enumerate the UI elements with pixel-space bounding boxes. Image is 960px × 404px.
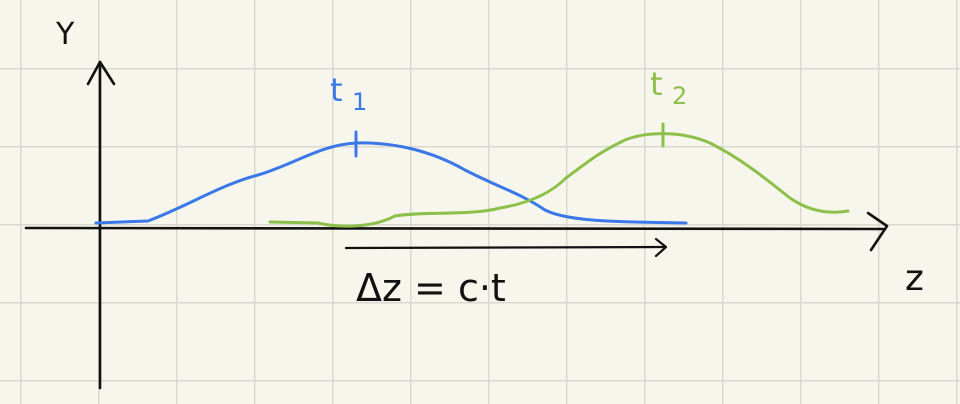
label-t2-sub: 2 [672, 82, 687, 110]
y-axis-label: Y [55, 17, 75, 52]
z-axis-arrowhead [866, 211, 889, 252]
pulse-t1-curve [94, 141, 688, 225]
label-t1-main: t [330, 71, 343, 109]
shift-arrow-line [344, 245, 667, 250]
z-axis [24, 226, 885, 231]
y-axis-arrowhead [86, 60, 116, 86]
axes [24, 60, 889, 390]
shift-arrow-head [654, 237, 668, 258]
label-t2-main: t [650, 65, 663, 103]
shift-label: Δz = c·t [356, 266, 506, 310]
label-t2: t 2 [650, 65, 687, 110]
label-t1-sub: 1 [352, 88, 367, 116]
shift-arrow [344, 237, 668, 258]
pulse-t2 [268, 122, 850, 228]
label-t1: t 1 [330, 71, 367, 116]
z-axis-label: z [905, 258, 924, 299]
pulse-t2-curve [268, 132, 850, 228]
pulse-t1 [94, 130, 688, 225]
